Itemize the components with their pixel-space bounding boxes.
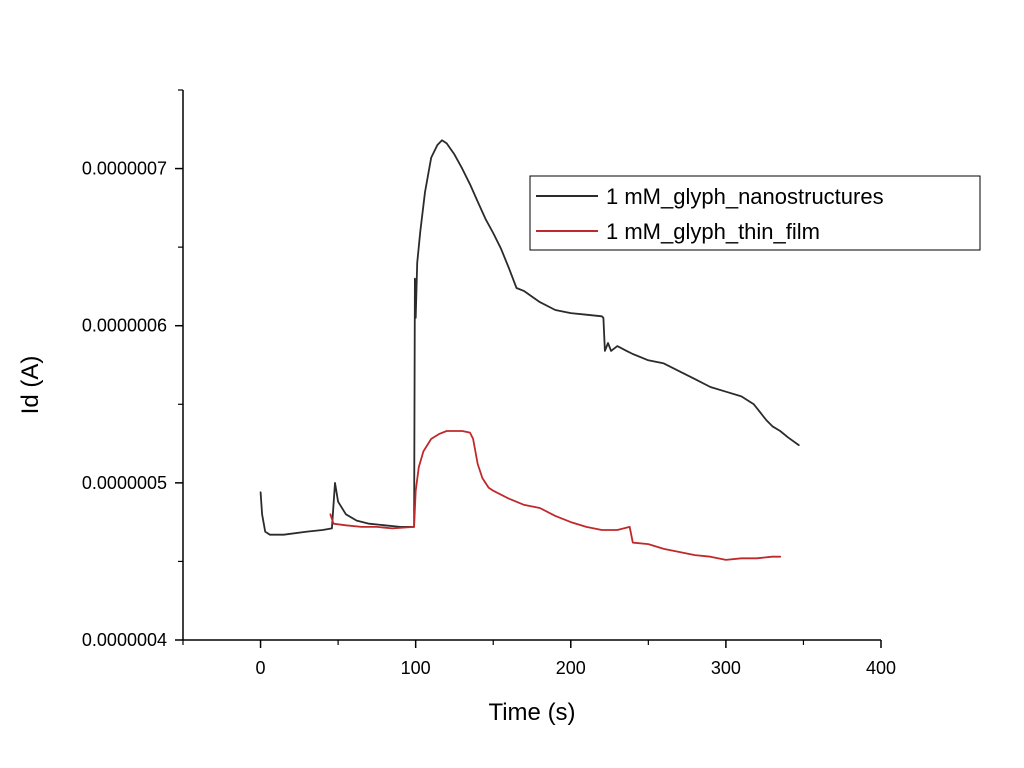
x-tick-label: 100 [401, 658, 431, 678]
y-axis-title: Id (A) [17, 356, 44, 415]
legend: 1 mM_glyph_nanostructures 1 mM_glyph_thin… [529, 175, 981, 251]
series-line-2 [329, 430, 782, 561]
legend-label-1: 1 mM_glyph_nanostructures [606, 184, 884, 209]
y-tick-label: 0.0000005 [82, 473, 167, 493]
series-line-1 [259, 139, 800, 536]
legend-box [529, 175, 981, 251]
y-tick-label: 0.0000006 [82, 316, 167, 336]
x-tick-label: 0 [256, 658, 266, 678]
legend-label-2: 1 mM_glyph_thin_film [606, 219, 820, 244]
x-ticks: 0 100 200 300 400 [182, 640, 896, 678]
x-axis-title: Time (s) [488, 699, 575, 726]
y-tick-label: 0.0000007 [82, 159, 167, 179]
y-ticks: 0.0000004 0.0000005 0.0000006 0.0000007 [82, 89, 183, 650]
x-tick-label: 200 [556, 658, 586, 678]
x-tick-label: 400 [866, 658, 896, 678]
series-group [259, 139, 800, 561]
axes [182, 90, 881, 641]
x-tick-label: 300 [711, 658, 741, 678]
y-tick-label: 0.0000004 [82, 630, 167, 650]
